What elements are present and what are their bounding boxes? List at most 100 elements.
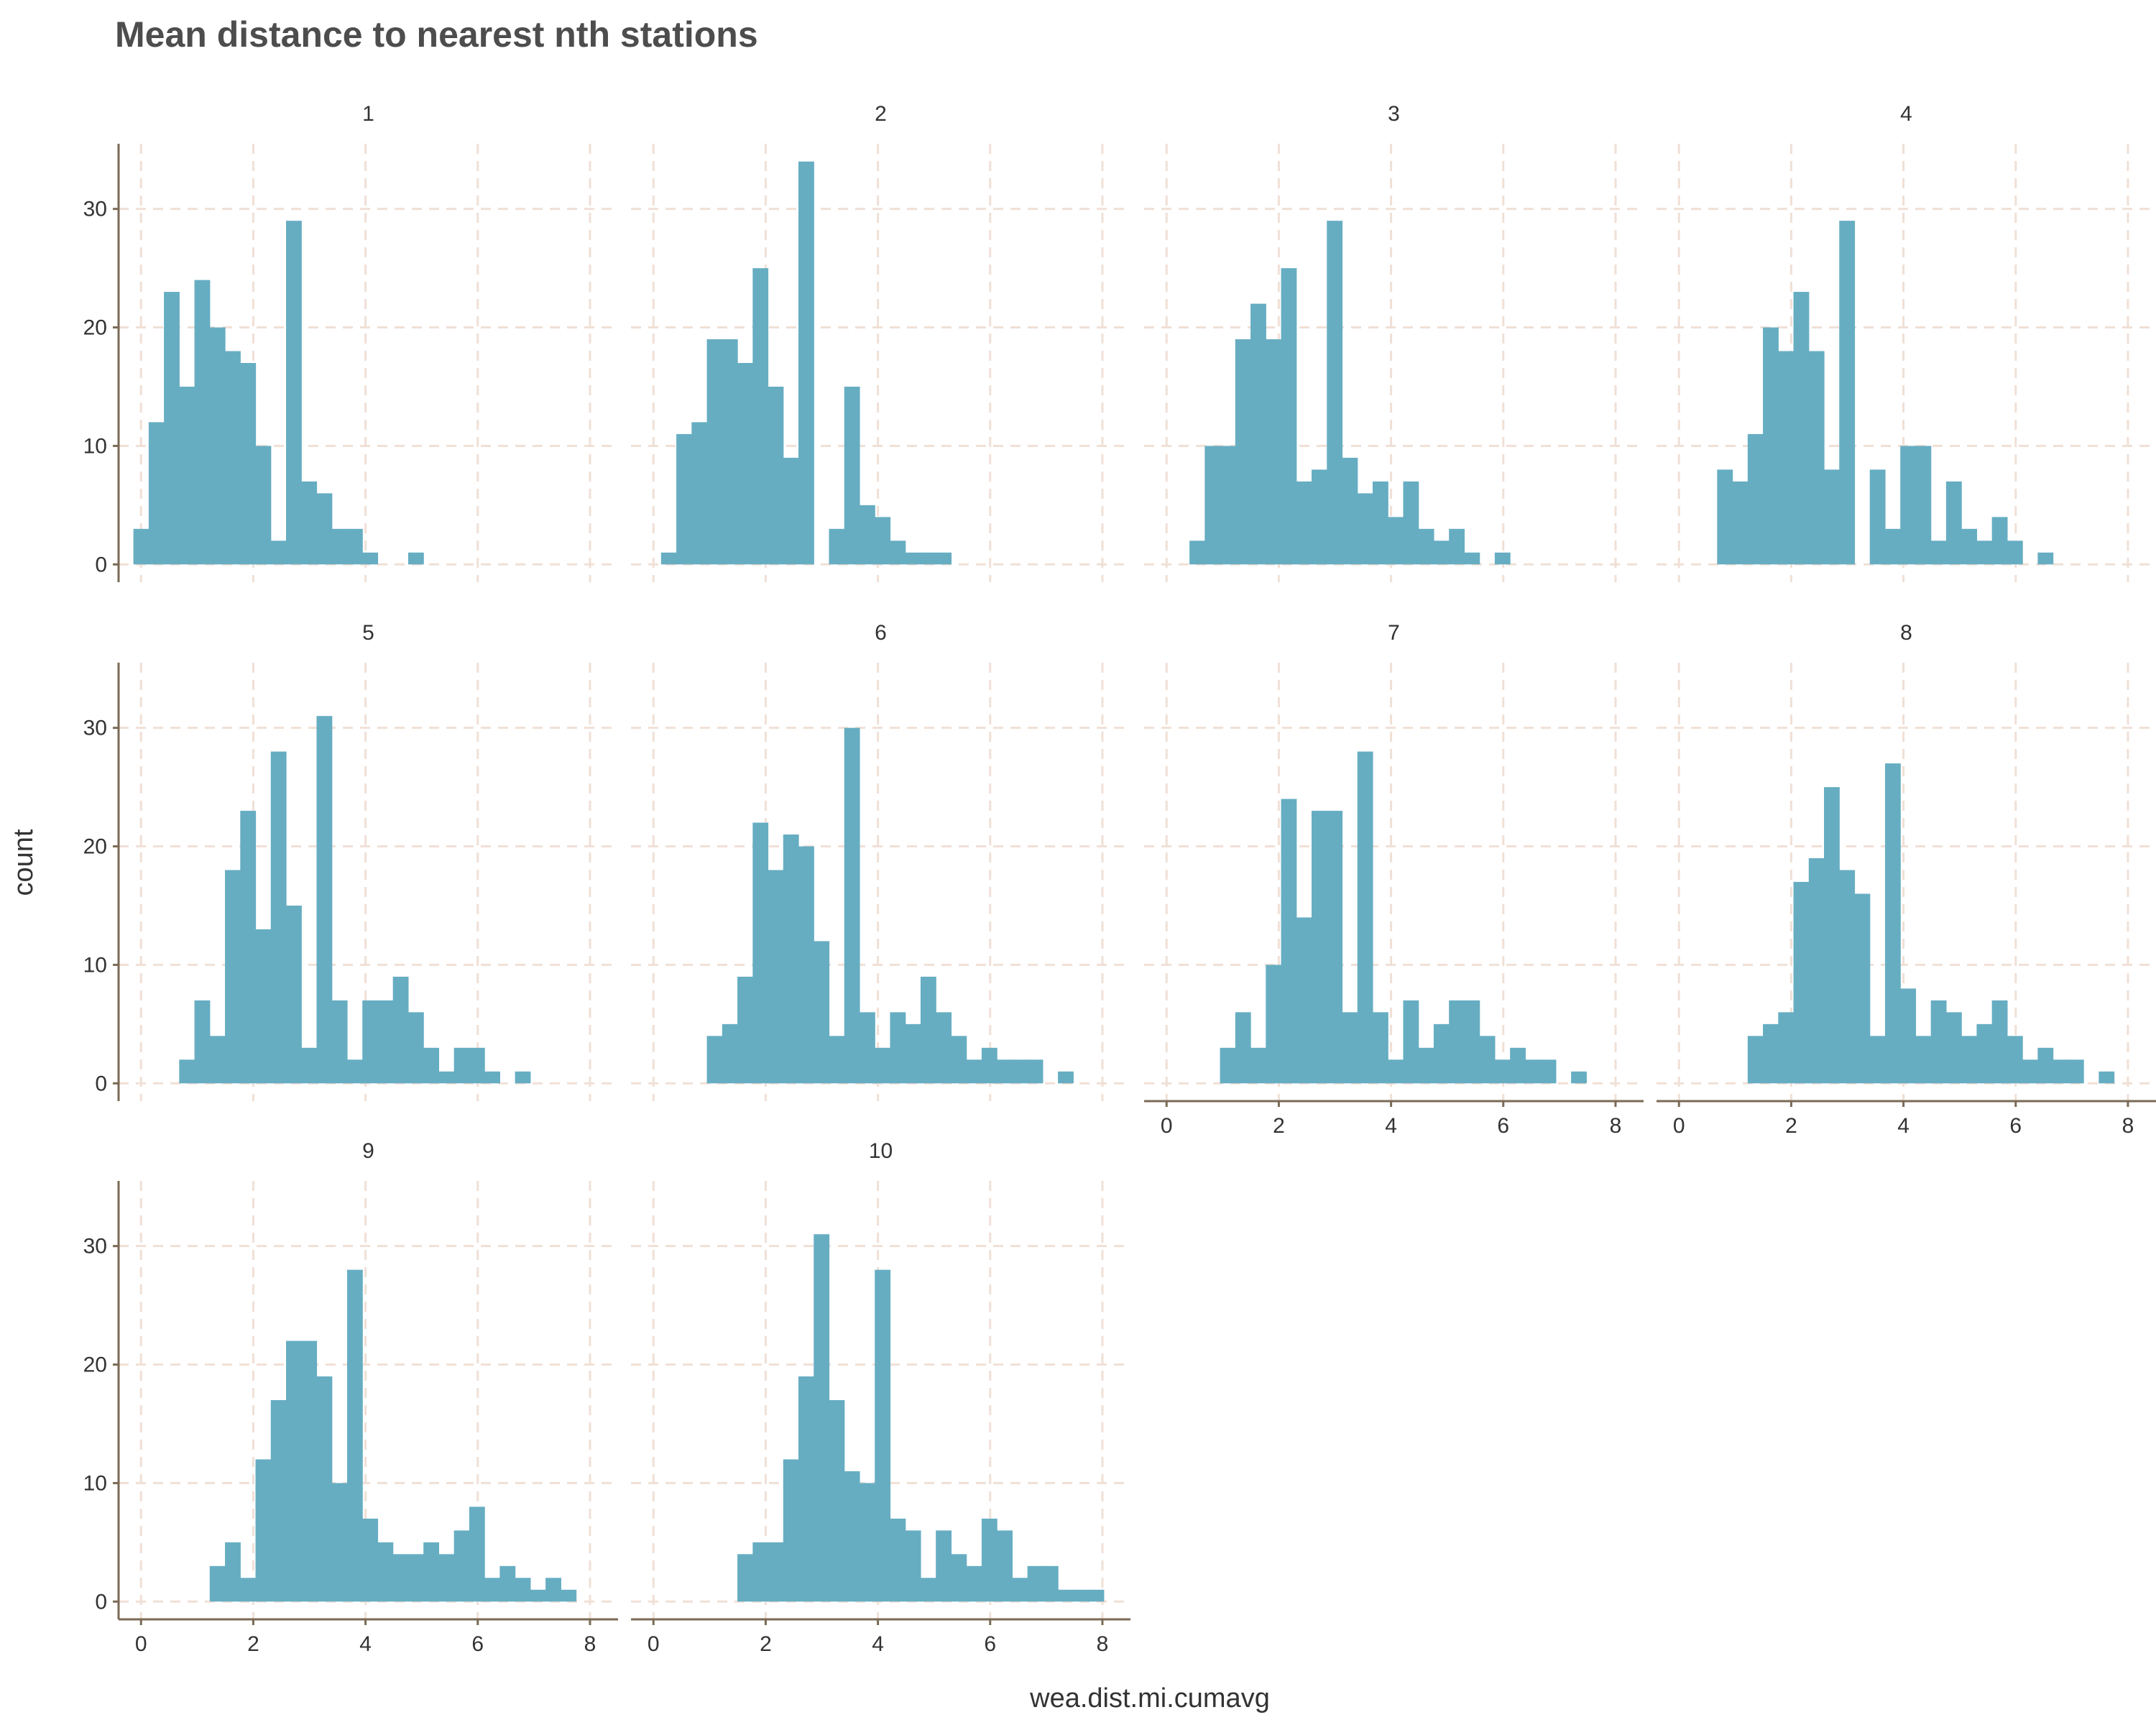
x-tick-label: 0: [648, 1632, 660, 1656]
histogram-bar: [752, 268, 769, 565]
histogram-bar: [346, 1269, 363, 1602]
histogram-bar: [240, 811, 257, 1084]
x-tick-label: 2: [247, 1632, 259, 1656]
x-tick-label: 0: [1161, 1114, 1173, 1138]
histogram-bar: [798, 1376, 814, 1602]
x-tick-label: 8: [1097, 1632, 1109, 1656]
histogram-bar: [1281, 799, 1297, 1084]
histogram-bar: [301, 1340, 318, 1602]
histogram-bar: [148, 422, 165, 565]
histogram-bar: [194, 280, 211, 565]
histogram-bar: [515, 1071, 531, 1084]
histogram-bar: [1525, 1059, 1542, 1084]
histogram-bar: [1763, 1024, 1779, 1084]
histogram-bar: [1494, 1059, 1511, 1084]
histogram-bar: [1372, 481, 1388, 565]
histogram-bar: [936, 1012, 952, 1084]
facet-panel-7: 7 0 2 4 6 8: [1144, 621, 1644, 1138]
histogram-bar: [1479, 1036, 1496, 1084]
histogram-bar: [255, 446, 272, 565]
histogram-bar: [1235, 1012, 1251, 1084]
histogram-bar: [2068, 1059, 2084, 1084]
histogram-bar: [301, 481, 318, 565]
histogram-bar: [499, 1565, 516, 1602]
histogram-bar: [1388, 517, 1404, 565]
histogram-bar: [783, 1459, 799, 1602]
histogram-bar: [737, 363, 753, 565]
histogram-bar: [859, 1012, 875, 1084]
histogram-bar: [1220, 1047, 1236, 1084]
histogram-bar: [691, 422, 708, 565]
histogram-bar: [875, 1269, 891, 1602]
histogram-bar: [844, 1471, 860, 1602]
x-axis-title: wea.dist.mi.cumavg: [1029, 1683, 1270, 1714]
histogram-bar: [331, 528, 348, 565]
histogram-bar: [1058, 1589, 1074, 1602]
histogram-bar: [1900, 446, 1917, 565]
histogram-bar: [1915, 1036, 1932, 1084]
histogram-bar: [1342, 457, 1358, 565]
histogram-bar: [469, 1047, 485, 1084]
histogram-bar: [1747, 433, 1764, 565]
histogram-bar: [346, 1059, 363, 1084]
x-tick-label: 2: [1273, 1114, 1285, 1138]
histogram-bar: [255, 929, 272, 1084]
histogram-bar: [1296, 917, 1312, 1084]
histogram-bar: [331, 1483, 348, 1602]
histogram-bar: [255, 1459, 272, 1602]
histogram-bar: [1778, 1012, 1795, 1084]
histogram-bar: [316, 493, 333, 565]
histogram-bar: [1824, 787, 1840, 1084]
x-tick-label: 4: [1897, 1114, 1909, 1138]
histogram-bar: [829, 1400, 845, 1602]
histogram-bar: [1930, 1000, 1947, 1084]
histogram-bar: [676, 433, 692, 565]
histogram-bar: [814, 941, 830, 1084]
y-tick-label: 30: [83, 1235, 107, 1259]
histogram-bar: [951, 1036, 967, 1084]
histogram-bar: [737, 1554, 753, 1602]
histogram-bar: [920, 976, 936, 1084]
y-tick-label: 20: [83, 1353, 107, 1377]
histogram-bar: [1042, 1565, 1059, 1602]
histogram-bar: [890, 540, 906, 565]
facet-label: 8: [1900, 621, 1912, 645]
facet-label: 7: [1388, 621, 1400, 645]
histogram-bar: [194, 1000, 211, 1084]
x-tick-label: 4: [1385, 1114, 1397, 1138]
histogram-bar: [1220, 446, 1236, 565]
histogram-bar: [1808, 858, 1825, 1084]
histogram-bar: [859, 1483, 875, 1602]
histogram-bar: [377, 1542, 394, 1602]
histogram-bar: [1433, 1024, 1450, 1084]
histogram-bar: [1540, 1059, 1557, 1084]
x-tick-label: 2: [760, 1632, 772, 1656]
histogram-bar: [1204, 446, 1221, 565]
histogram-bar: [286, 905, 302, 1084]
histogram-bar: [1266, 339, 1282, 565]
histogram-bar: [316, 716, 333, 1084]
histogram-bar: [1088, 1589, 1105, 1602]
histogram-bar: [1418, 528, 1434, 565]
histogram-bar: [1449, 1000, 1465, 1084]
histogram-bar: [179, 1059, 195, 1084]
histogram-bar: [469, 1506, 485, 1602]
histogram-bar: [164, 292, 180, 565]
histogram-bar: [1869, 469, 1886, 565]
y-tick-label: 0: [95, 1072, 107, 1095]
histogram-bar: [346, 528, 363, 565]
histogram-bar: [997, 1530, 1013, 1602]
histogram-bar: [225, 351, 241, 565]
histogram-bar: [783, 457, 799, 565]
histogram-bar: [2037, 552, 2054, 565]
histogram-bar: [768, 870, 784, 1084]
histogram-bar: [722, 1024, 738, 1084]
histogram-bar: [1930, 540, 1947, 565]
histogram-bar: [377, 1000, 394, 1084]
histogram-bar: [209, 327, 226, 565]
histogram-bar: [1854, 893, 1871, 1084]
histogram-bar: [179, 386, 195, 565]
histogram-bar: [920, 552, 936, 565]
